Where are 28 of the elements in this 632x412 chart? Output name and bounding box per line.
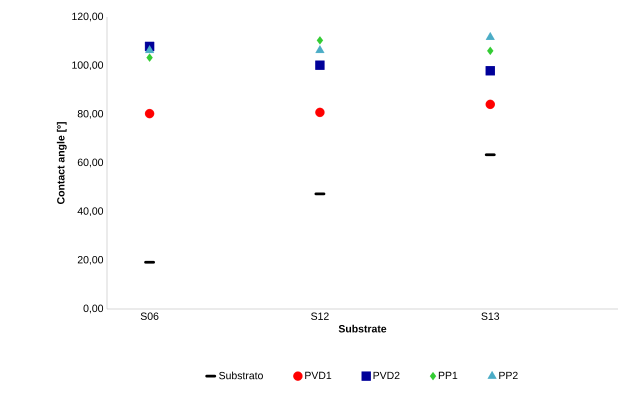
y-axis-title: Contact angle [º] (56, 122, 67, 204)
legend-label: PVD1 (305, 372, 332, 379)
point (144, 108, 154, 118)
y-tick-label: 60,00 (78, 158, 104, 168)
y-tick-label: 80,00 (78, 110, 104, 119)
y-tick-label: 20,00 (78, 256, 104, 265)
point (315, 60, 325, 70)
point (315, 45, 324, 54)
legend-label: PP1 (438, 372, 458, 379)
point (487, 46, 494, 56)
y-tick-label: 100,00 (72, 61, 104, 70)
point (146, 53, 153, 62)
y-tick-label: 0,00 (84, 304, 104, 314)
legend-label: PP2 (499, 372, 518, 380)
legend-label: Substrato (219, 372, 263, 380)
point (316, 36, 324, 45)
y-tick-label: 40,00 (78, 207, 104, 216)
x-tick-label: S06 (140, 312, 158, 320)
x-axis-title: Substrate (338, 324, 386, 332)
y-tick-label: 120,00 (72, 12, 104, 22)
point (315, 108, 325, 118)
x-tick-label: S13 (481, 312, 500, 320)
point (145, 45, 154, 54)
x-tick-label: S12 (311, 312, 329, 320)
point (486, 100, 495, 110)
point (486, 66, 495, 76)
legend-label: PVD2 (374, 372, 400, 380)
point (486, 32, 495, 40)
